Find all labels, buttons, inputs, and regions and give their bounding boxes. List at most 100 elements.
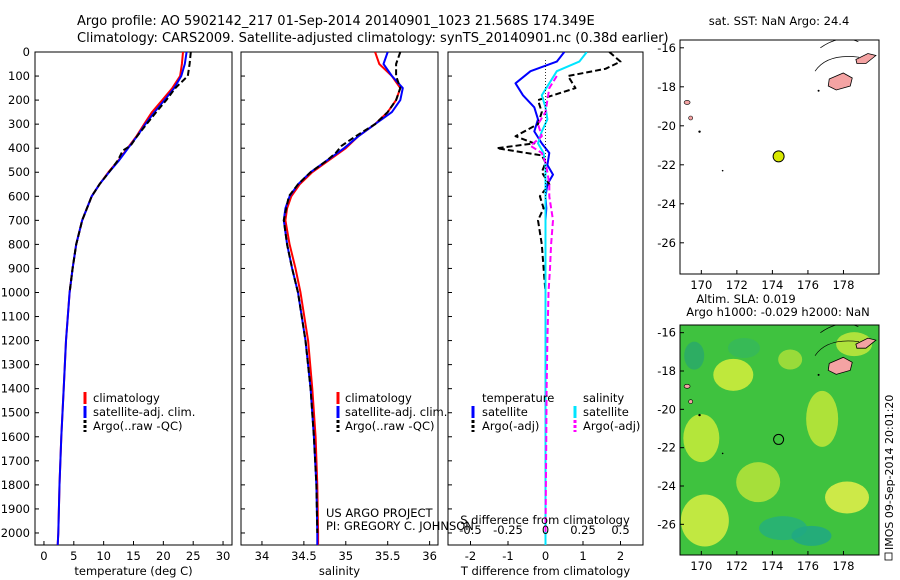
lon-tick-label: 172 — [726, 559, 748, 573]
island — [817, 373, 820, 376]
vanua-levu-island — [855, 337, 877, 349]
sla-anomaly-patch — [727, 338, 760, 358]
lon-tick-label: 170 — [690, 278, 712, 292]
depth-tick-label: 0 — [23, 45, 30, 59]
lat-tick-label: -24 — [657, 479, 676, 493]
legend-label-sal-satellite: satellite — [583, 405, 629, 419]
depth-tick-label: 600 — [8, 189, 30, 203]
series-salinity-satellite — [537, 52, 588, 545]
imos-footer: IMOS 09-Sep-2014 20:01:20 — [883, 395, 896, 561]
reef-contour — [820, 40, 859, 49]
salinity-plot: 34 34.5 35 35.5 36 salinity — [255, 52, 437, 578]
depth-tick-label: 1500 — [1, 406, 30, 420]
depth-tick-label: 1200 — [1, 334, 30, 348]
x-axis-label: T difference from climatology — [460, 564, 631, 578]
legend-label-satellite: satellite-adj. clim. — [345, 405, 447, 419]
legend-label-argo: Argo(..raw -QC) — [93, 419, 183, 433]
depth-tick-label: 1000 — [1, 285, 30, 299]
x-tick-label: 35.5 — [375, 549, 401, 563]
depth-tick-label: 300 — [8, 117, 30, 131]
depth-tick-label: 2000 — [1, 526, 30, 540]
temperature-legend: climatology satellite-adj. clim. Argo(..… — [83, 391, 195, 433]
sla-map-title-1: Altim. SLA: 0.019 — [696, 292, 795, 306]
reef-contour — [814, 340, 860, 356]
lat-tick-label: -16 — [657, 326, 676, 340]
x-tick-label: 20 — [156, 549, 171, 563]
lon-tick-label: 170 — [690, 559, 712, 573]
lon-tick-label: 176 — [797, 278, 819, 292]
island — [688, 115, 693, 121]
x-tick-label: 0 — [542, 549, 549, 563]
credit-project: US ARGO PROJECT — [326, 506, 434, 520]
series-temperature-argo-adj — [495, 52, 622, 293]
x2-tick-label: 0 — [542, 523, 549, 537]
x-tick-label: 25 — [186, 549, 201, 563]
depth-tick-label: 500 — [8, 165, 30, 179]
lon-tick-label: 174 — [761, 559, 783, 573]
depth-tick-label: 1700 — [1, 454, 30, 468]
imos-footer-text: IMOS 09-Sep-2014 20:01:20 — [883, 395, 896, 550]
depth-tick-label: 800 — [8, 237, 30, 251]
sla-anomaly-patch — [791, 525, 832, 546]
map-content — [680, 40, 879, 274]
depth-tick-label: 1100 — [1, 310, 30, 324]
lat-tick-label: -26 — [657, 236, 676, 250]
difference-legend: temperature satellite Argo(-adj) salinit… — [471, 391, 640, 433]
series-satellite-adj-clim — [56, 52, 188, 545]
lat-tick-label: -26 — [657, 517, 676, 531]
x-tick-label: 34 — [255, 549, 270, 563]
x2-tick-label: -0.25 — [493, 523, 523, 537]
x-tick-label: 30 — [216, 549, 231, 563]
sla-anomaly-patch — [806, 390, 839, 447]
depth-tick-label: 1900 — [1, 502, 30, 516]
reef-contour — [814, 56, 860, 72]
x-tick-label: 35 — [338, 549, 353, 563]
lat-tick-label: -16 — [657, 41, 676, 55]
sla-anomaly-patch — [736, 462, 781, 503]
x2-tick-label: 0.5 — [611, 523, 629, 537]
sla-anomaly-patch — [825, 481, 870, 514]
lon-tick-label: 176 — [797, 559, 819, 573]
temperature-panel-frame — [34, 51, 233, 546]
x2-axis-label: S difference from climatology — [460, 513, 630, 527]
x-tick-label: 5 — [70, 549, 77, 563]
fiji-island — [827, 356, 853, 375]
lat-tick-label: -20 — [657, 402, 676, 416]
map-frame — [679, 39, 880, 275]
depth-tick-label: 1800 — [1, 478, 30, 492]
sla-anomaly-patch — [680, 494, 729, 547]
lat-tick-label: -22 — [657, 158, 676, 172]
lat-tick-label: -20 — [657, 119, 676, 133]
argo-position-marker — [773, 433, 785, 445]
header-line-2: Climatology: CARS2009. Satellite-adjuste… — [77, 31, 669, 46]
series-group — [282, 52, 404, 545]
series-climatology — [284, 52, 402, 545]
legend-label-temp-satellite: satellite — [482, 405, 528, 419]
lat-tick-label: -18 — [657, 364, 676, 378]
sla-anomaly-patch — [683, 414, 720, 463]
x2-tick-label: -0.5 — [459, 523, 481, 537]
island — [683, 100, 691, 105]
legend-title-salinity: salinity — [583, 391, 624, 405]
legend-label-satellite: satellite-adj. clim. — [93, 405, 195, 419]
sla-anomaly-patch — [836, 332, 873, 357]
x-tick-label: 10 — [96, 549, 111, 563]
depth-axis: 0 100 200 300 400 500 600 700 800 900 1000 1100 1200… — [1, 45, 452, 540]
lon-tick-label: 174 — [761, 278, 783, 292]
series-climatology — [56, 52, 184, 545]
series-group — [56, 52, 192, 545]
fiji-island — [827, 72, 853, 91]
legend-label-climatology: climatology — [345, 391, 412, 405]
reef-contour — [820, 325, 859, 333]
depth-tick-label: 100 — [8, 69, 30, 83]
x-tick-label: 15 — [126, 549, 141, 563]
island — [683, 384, 691, 389]
lon-tick-label: 178 — [832, 559, 854, 573]
island — [817, 89, 820, 92]
argo-position-marker — [772, 150, 785, 163]
series-group — [495, 52, 622, 545]
sla-anomaly-patch — [684, 341, 705, 370]
legend-label-climatology: climatology — [93, 391, 160, 405]
difference-plot: -2 -1 0 1 2T difference from climatology -0.5… — [459, 52, 630, 578]
